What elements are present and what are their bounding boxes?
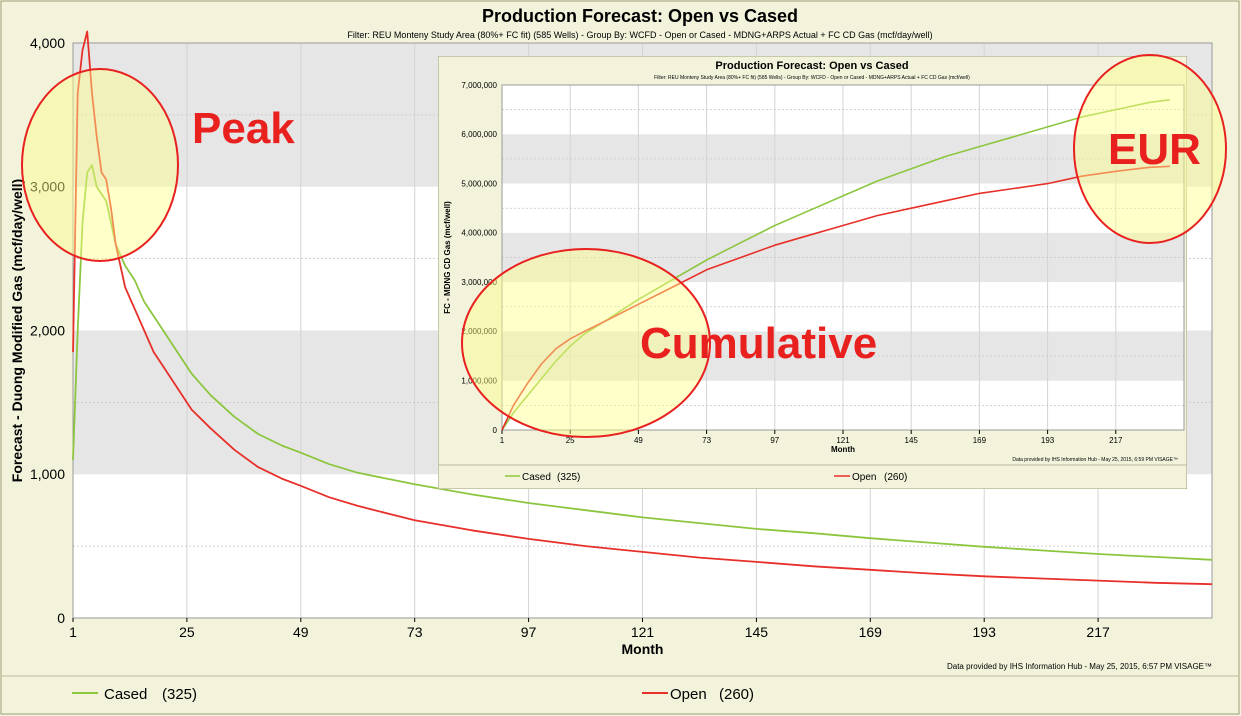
inset-tick-label-x: 49 <box>634 436 643 445</box>
inset-plot-area: 1 25 49 73 97 121 145 169 193 217 0 1,000,000 2,000,… <box>443 81 1185 454</box>
main-tick-label-x: 1 <box>69 624 77 640</box>
main-tick-label-x: 25 <box>179 624 195 640</box>
legend-count-open: (260) <box>719 686 754 703</box>
inset-tick-label-x: 169 <box>973 436 987 445</box>
inset-tick-label-x: 193 <box>1041 436 1055 445</box>
inset-title: Production Forecast: Open vs Cased <box>715 60 908 72</box>
main-tick-label-x: 97 <box>521 624 537 640</box>
inset-tick-label-x: 97 <box>770 436 779 445</box>
inset-tick-label-y: 1,000,000 <box>461 377 497 386</box>
inset-legend-item-open[interactable]: Open (260) <box>834 472 907 483</box>
main-credit: Data provided by IHS Information Hub - M… <box>947 662 1212 671</box>
inset-tick-label-x: 121 <box>836 436 850 445</box>
inset-tick-label-y: 2,000,000 <box>461 327 497 336</box>
legend-item-cased[interactable]: Cased (325) <box>72 686 197 703</box>
main-filter-text: Filter: REU Monteny Study Area (80%+ FC … <box>347 30 932 40</box>
main-legend: Cased (325) Open (260) <box>72 686 754 703</box>
main-tick-label-y: 2,000 <box>30 322 65 338</box>
main-tick-label-x: 73 <box>407 624 423 640</box>
inset-tick-label-x: 1 <box>500 436 505 445</box>
inset-legend-item-cased[interactable]: Cased (325) <box>505 472 580 483</box>
inset-credit: Data provided by IHS Information Hub - M… <box>1012 457 1178 463</box>
inset-tick-label-x: 145 <box>905 436 919 445</box>
inset-tick-label-x: 217 <box>1109 436 1123 445</box>
main-tick-label-y: 0 <box>57 610 65 626</box>
inset-filter-text: Filter: REU Monteny Study Area (80%+ FC … <box>654 75 970 81</box>
main-x-axis-label: Month <box>622 641 664 657</box>
legend-item-open[interactable]: Open (260) <box>642 686 754 703</box>
main-tick-label-x: 145 <box>745 624 769 640</box>
legend-count-cased: (325) <box>162 686 197 703</box>
inset-tick-label-y: 0 <box>493 426 498 435</box>
inset-legend: Cased (325) Open (260) <box>505 472 907 483</box>
legend-label-cased: Cased <box>104 686 147 703</box>
main-tick-label-x: 169 <box>859 624 883 640</box>
inset-tick-label-y: 7,000,000 <box>461 81 497 90</box>
inset-tick-label-y: 6,000,000 <box>461 130 497 139</box>
main-tick-label-x: 193 <box>973 624 997 640</box>
main-tick-label-y: 3,000 <box>30 179 65 195</box>
legend-label-open: Open <box>670 686 707 703</box>
inset-tick-label-x: 73 <box>702 436 711 445</box>
main-tick-label-x: 121 <box>631 624 655 640</box>
inset-tick-label-y: 5,000,000 <box>461 179 497 188</box>
inset-tick-label-x: 25 <box>566 436 575 445</box>
inset-tick-label-y: 4,000,000 <box>461 229 497 238</box>
main-y-axis-label: Forecast - Duong Modified Gas (mcf/day/w… <box>9 179 25 482</box>
inset-legend-label-cased: Cased <box>522 472 551 483</box>
main-tick-label-y: 4,000 <box>30 35 65 51</box>
main-tick-label-y: 1,000 <box>30 466 65 482</box>
inset-chart: Production Forecast: Open vs Cased Filte… <box>438 56 1187 489</box>
inset-y-axis-label: FC - MDNG CD Gas (mcf/well) <box>443 201 452 314</box>
main-tick-label-x: 49 <box>293 624 309 640</box>
main-tick-label-x: 217 <box>1086 624 1110 640</box>
inset-legend-count-cased: (325) <box>557 472 580 483</box>
inset-legend-count-open: (260) <box>884 472 907 483</box>
inset-x-axis-label: Month <box>831 445 855 454</box>
inset-tick-label-y: 3,000,000 <box>461 278 497 287</box>
main-title: Production Forecast: Open vs Cased <box>482 6 798 26</box>
inset-legend-label-open: Open <box>852 472 876 483</box>
